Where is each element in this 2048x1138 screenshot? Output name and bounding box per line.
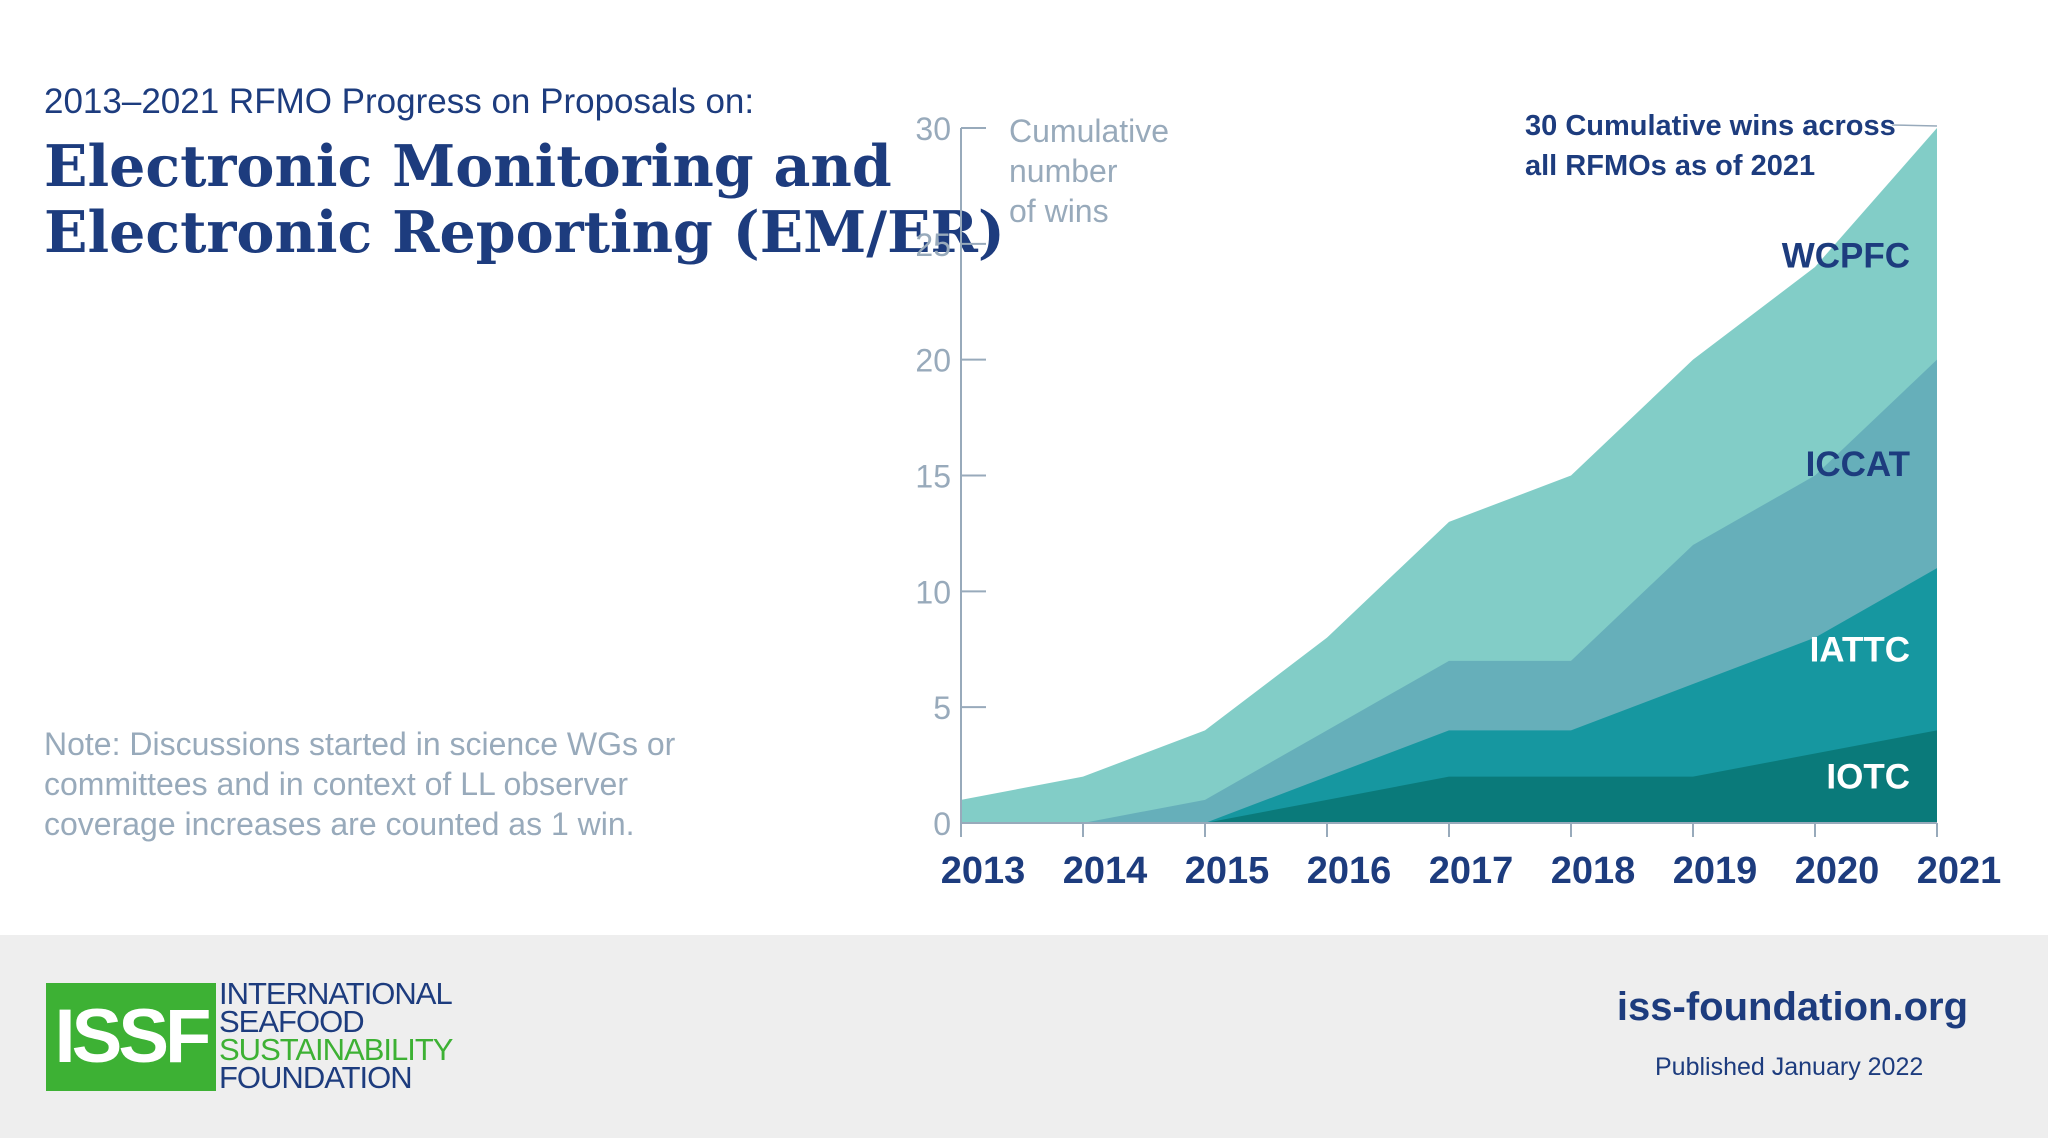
y-tick-label: 30 [915,111,951,147]
area-iotc [961,730,1937,823]
x-tick-label: 2014 [1063,850,1148,892]
logo-line-1: INTERNATIONAL [219,976,453,1011]
note-text: Note: Discussions started in science WGs… [44,726,676,842]
y-axis-label: of wins [1009,193,1109,229]
area-iattc [961,568,1937,823]
x-tick-label: 2017 [1429,850,1514,892]
y-tick-label: 10 [915,574,951,610]
y-tick-label: 25 [915,227,951,263]
logo-wordmark: INTERNATIONAL SEAFOOD SUSTAINABILITY FOU… [219,976,453,1095]
series-label-wcpfc: WCPFC [1782,236,1910,275]
stacked-area-chart: 0 5 10 15 20 25 30 Cumulative number of wins 2013 2… [915,110,2002,892]
series-label-iattc: IATTC [1810,630,1910,669]
series-label-iccat: ICCAT [1806,445,1910,484]
footer [0,935,2048,1138]
chart-subtitle: 2013–2021 RFMO Progress on Proposals on: [44,82,755,121]
x-tick-label: 2016 [1307,850,1392,892]
logo-line-3: SUSTAINABILITY [219,1032,453,1067]
issf-logo-icon: ISSF [46,983,216,1091]
x-tick-label: 2021 [1917,850,2002,892]
y-axis-label: number [1009,153,1118,189]
y-tick-label: 5 [933,690,951,726]
series-label-iotc: IOTC [1826,758,1910,797]
y-tick-label: 20 [915,343,951,379]
main-panel: 2013–2021 RFMO Progress on Proposals on:… [44,82,2002,892]
y-axis-label: Cumulative [1009,113,1169,149]
total-annotation: all RFMOs as of 2021 [1525,150,1815,182]
x-tick-label: 2013 [941,850,1026,892]
x-tick-label: 2015 [1185,850,1270,892]
x-tick-label: 2018 [1551,850,1636,892]
total-annotation: 30 Cumulative wins across [1525,110,1896,142]
title-line-1: Electronic Monitoring and [44,133,892,200]
y-tick-label: 15 [915,459,951,495]
x-tick-label: 2020 [1795,850,1880,892]
annotation-leader-line [1891,124,1938,127]
logo-line-2: SEAFOOD [219,1004,365,1039]
website-link[interactable]: iss-foundation.org [1616,985,1968,1029]
x-tick-label: 2019 [1673,850,1758,892]
title-line-2: Electronic Reporting (EM/ER) [44,199,1005,266]
chart-title: Electronic Monitoring and Electronic Rep… [44,134,1005,266]
published-date: Published January 2022 [1655,1053,1924,1081]
logo-line-4: FOUNDATION [219,1060,413,1095]
y-tick-label: 0 [933,806,951,842]
